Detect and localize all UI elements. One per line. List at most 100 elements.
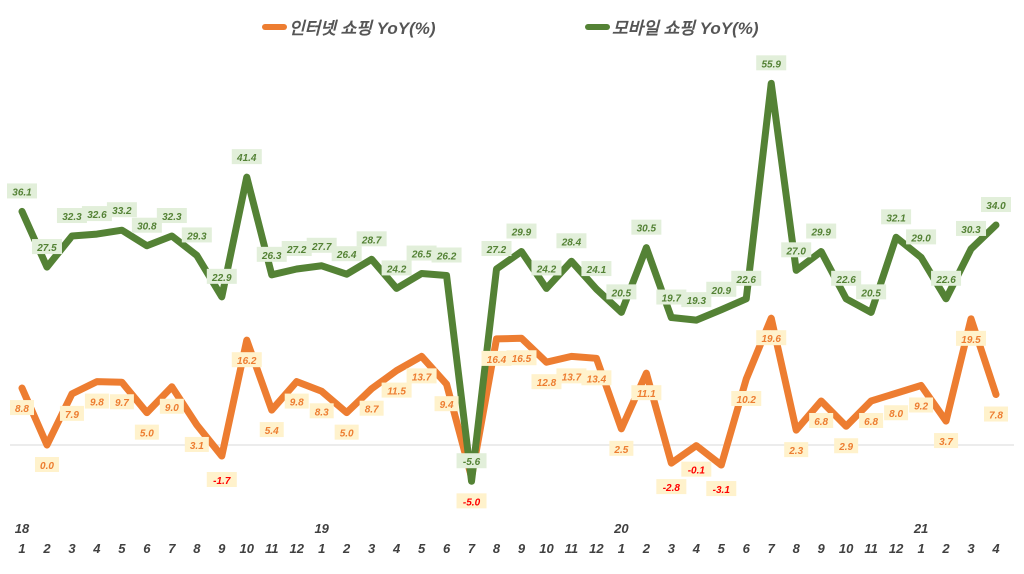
data-label-bg (481, 350, 512, 366)
x-tick-label: 9 (518, 541, 526, 556)
series-line-0 (18, 314, 1000, 481)
x-tick-label: 3 (368, 541, 376, 556)
x-tick-label: 7 (468, 541, 476, 556)
x-tick-label: 4 (92, 541, 101, 556)
data-label-bg (206, 471, 237, 487)
data-label-bg (784, 442, 809, 458)
data-label: 19.5 (961, 335, 981, 346)
data-label-bg (506, 350, 537, 366)
data-label: 32.3 (162, 212, 182, 223)
data-label: 29.9 (511, 228, 532, 239)
x-tick-label: 12 (589, 541, 604, 556)
data-label: 19.3 (687, 296, 707, 307)
data-label-bg (431, 247, 462, 263)
data-label-bg (356, 231, 387, 247)
data-label: 28.7 (361, 235, 382, 246)
data-label: -5.0 (463, 497, 481, 508)
x-year-label: 21 (913, 521, 928, 536)
x-tick-label: 10 (539, 541, 554, 556)
data-label-bg (334, 424, 359, 440)
data-label: 20.9 (711, 286, 732, 297)
data-label: 24.1 (586, 265, 607, 276)
data-label: 30.5 (637, 224, 657, 235)
data-label: -5.6 (463, 457, 481, 468)
x-tick-label: 2 (642, 541, 651, 556)
data-label: 16.4 (487, 355, 507, 366)
data-label: 34.0 (986, 201, 1006, 212)
x-tick-label: 6 (743, 541, 751, 556)
x-tick-label: 7 (168, 541, 176, 556)
x-tick-label: 1 (318, 541, 325, 556)
data-label-bg (856, 284, 887, 300)
data-label: 7.8 (989, 411, 1003, 422)
legend-label-mobile: 모바일 쇼핑 YoY(%) (612, 19, 759, 38)
x-tick-label: 12 (889, 541, 904, 556)
data-label-bg (456, 493, 487, 509)
data-label: 13.7 (562, 372, 582, 383)
legend-item-internet: 인터넷 쇼핑 YoY(%) (262, 14, 436, 39)
x-tick-label: 1 (917, 541, 924, 556)
data-label: 5.0 (340, 429, 354, 440)
data-label-bg (556, 368, 587, 384)
data-label-bg (84, 393, 109, 409)
data-label: 27.7 (311, 242, 332, 253)
data-label-bg (956, 220, 987, 236)
x-tick-label: 1 (18, 541, 25, 556)
data-label: 8.8 (15, 404, 29, 415)
data-label-bg (134, 424, 159, 440)
x-tick-label: 2 (342, 541, 351, 556)
data-label: 26.5 (411, 250, 432, 261)
data-label: 36.1 (12, 187, 32, 198)
x-year-label: 20 (613, 521, 629, 536)
data-label-bg (606, 284, 637, 300)
x-tick-label: 2 (42, 541, 51, 556)
data-label: 3.7 (939, 437, 953, 448)
data-label: 16.2 (237, 356, 257, 367)
x-tick-label: 3 (967, 541, 975, 556)
data-label-bg (131, 217, 162, 233)
data-label: 24.2 (536, 264, 557, 275)
data-label-bg (281, 241, 312, 257)
data-label-bg (581, 261, 612, 277)
data-label: 20.5 (860, 288, 881, 299)
data-label: 9.8 (90, 398, 104, 409)
data-label-bg (756, 330, 787, 346)
data-label: 41.4 (236, 153, 257, 164)
data-label: 11.1 (637, 389, 656, 400)
data-label: 27.2 (486, 245, 507, 256)
data-label: 32.6 (87, 210, 107, 221)
data-label-bg (831, 270, 862, 286)
x-tick-label: 5 (118, 541, 126, 556)
data-label: 9.2 (914, 401, 928, 412)
data-label-bg (756, 55, 787, 71)
data-label: 27.0 (785, 246, 806, 257)
x-tick-label: 6 (443, 541, 451, 556)
data-label-bg (231, 149, 262, 165)
data-label: -2.8 (663, 483, 681, 494)
data-label-bg (331, 246, 362, 262)
data-label-bg (284, 393, 309, 409)
data-label: 27.2 (286, 245, 307, 256)
data-label-bg (256, 246, 287, 262)
data-label: 8.0 (889, 409, 903, 420)
data-label: 12.8 (537, 378, 557, 389)
data-label-bg (956, 330, 987, 346)
data-label-bg (931, 270, 962, 286)
data-label-bg (481, 241, 512, 257)
x-tick-label: 4 (692, 541, 701, 556)
data-label-bg (106, 202, 137, 218)
data-label-bg (531, 260, 562, 276)
data-label: 22.9 (211, 273, 232, 284)
data-label-bg (681, 461, 712, 477)
data-label-bg (306, 237, 337, 253)
legend-label-internet: 인터넷 쇼핑 YoY(%) (289, 19, 436, 38)
data-label-bg (781, 242, 812, 258)
data-label-bg (406, 245, 437, 261)
data-label: 26.4 (336, 250, 357, 261)
data-label-bg (10, 400, 34, 416)
data-label-bg (981, 197, 1011, 213)
legend-swatch-mobile (585, 23, 610, 30)
data-label-bg (909, 397, 934, 413)
x-tick-label: 1 (618, 541, 625, 556)
